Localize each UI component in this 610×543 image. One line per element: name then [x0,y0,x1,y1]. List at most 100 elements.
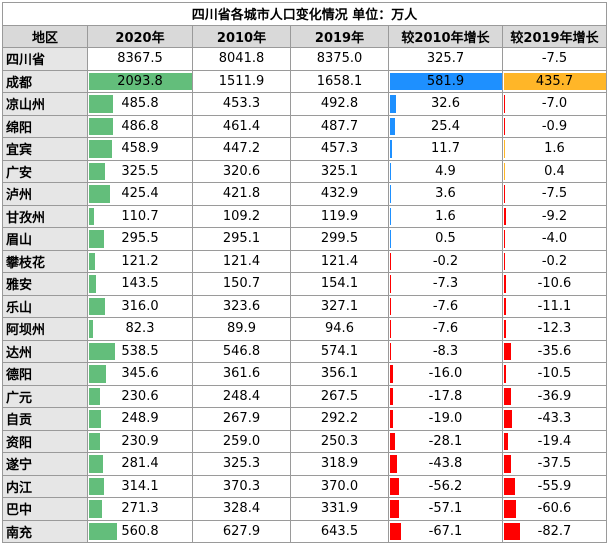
cell-2019[interactable]: 154.1 [290,272,389,296]
cell-growth-2010[interactable]: -8.3 [388,339,503,363]
cell-growth-2019[interactable]: -9.2 [502,204,607,228]
cell-2019[interactable]: 292.2 [290,407,389,431]
cell-2019[interactable]: 119.9 [290,204,389,228]
cell-2020[interactable]: 121.2 [87,249,193,273]
cell-2020[interactable]: 325.5 [87,159,193,183]
cell-2010[interactable]: 109.2 [192,204,291,228]
cell-region[interactable]: 雅安 [2,272,88,296]
cell-2010[interactable]: 323.6 [192,294,291,318]
cell-growth-2019[interactable]: -10.5 [502,362,607,386]
cell-2010[interactable]: 421.8 [192,182,291,206]
cell-growth-2019[interactable]: -60.6 [502,497,607,521]
cell-2020[interactable]: 314.1 [87,474,193,498]
cell-2019[interactable]: 267.5 [290,384,389,408]
cell-2010[interactable]: 325.3 [192,452,291,476]
cell-2019[interactable]: 121.4 [290,249,389,273]
cell-growth-2019[interactable]: 0.4 [502,159,607,183]
cell-2019[interactable]: 457.3 [290,137,389,161]
cell-2010[interactable]: 447.2 [192,137,291,161]
cell-2020[interactable]: 316.0 [87,294,193,318]
cell-growth-2019[interactable]: -11.1 [502,294,607,318]
cell-2020[interactable]: 2093.8 [87,69,193,93]
cell-region[interactable]: 眉山 [2,227,88,251]
cell-growth-2010[interactable]: -43.8 [388,452,503,476]
cell-2010[interactable]: 1511.9 [192,69,291,93]
cell-2010[interactable]: 370.3 [192,474,291,498]
cell-region[interactable]: 甘孜州 [2,204,88,228]
cell-growth-2010[interactable]: -7.3 [388,272,503,296]
cell-region[interactable]: 泸州 [2,182,88,206]
cell-2010[interactable]: 295.1 [192,227,291,251]
cell-growth-2010[interactable]: -16.0 [388,362,503,386]
cell-2020[interactable]: 458.9 [87,137,193,161]
cell-2020[interactable]: 281.4 [87,452,193,476]
cell-growth-2019[interactable]: 435.7 [502,69,607,93]
cell-2010[interactable]: 121.4 [192,249,291,273]
cell-2020[interactable]: 345.6 [87,362,193,386]
cell-growth-2010[interactable]: 25.4 [388,114,503,138]
cell-2010[interactable]: 461.4 [192,114,291,138]
cell-2020[interactable]: 230.6 [87,384,193,408]
cell-region[interactable]: 达州 [2,339,88,363]
cell-growth-2019[interactable]: -12.3 [502,317,607,341]
cell-2019[interactable]: 1658.1 [290,69,389,93]
cell-growth-2010[interactable]: 11.7 [388,137,503,161]
header-region[interactable]: 地区 [2,24,88,48]
cell-2020[interactable]: 295.5 [87,227,193,251]
cell-2019[interactable]: 331.9 [290,497,389,521]
cell-growth-2019[interactable]: -55.9 [502,474,607,498]
cell-region[interactable]: 自贡 [2,407,88,431]
cell-2010[interactable]: 259.0 [192,429,291,453]
cell-2010[interactable]: 546.8 [192,339,291,363]
cell-growth-2010[interactable]: 325.7 [388,47,503,71]
cell-region[interactable]: 绵阳 [2,114,88,138]
cell-growth-2019[interactable]: -0.2 [502,249,607,273]
header-2020[interactable]: 2020年 [87,24,193,48]
cell-growth-2010[interactable]: 0.5 [388,227,503,251]
cell-2020[interactable]: 110.7 [87,204,193,228]
cell-2019[interactable]: 327.1 [290,294,389,318]
cell-2010[interactable]: 89.9 [192,317,291,341]
cell-2010[interactable]: 453.3 [192,92,291,116]
header-growth-vs-2010[interactable]: 较2010年增长 [388,24,503,48]
cell-2020[interactable]: 8367.5 [87,47,193,71]
cell-growth-2019[interactable]: -35.6 [502,339,607,363]
cell-growth-2010[interactable]: -0.2 [388,249,503,273]
cell-growth-2010[interactable]: 581.9 [388,69,503,93]
cell-growth-2019[interactable]: -4.0 [502,227,607,251]
cell-growth-2010[interactable]: -56.2 [388,474,503,498]
cell-growth-2019[interactable]: -7.5 [502,182,607,206]
cell-2010[interactable]: 361.6 [192,362,291,386]
cell-growth-2010[interactable]: -7.6 [388,317,503,341]
cell-growth-2019[interactable]: -10.6 [502,272,607,296]
cell-region[interactable]: 广元 [2,384,88,408]
cell-2010[interactable]: 150.7 [192,272,291,296]
cell-region[interactable]: 广安 [2,159,88,183]
cell-region[interactable]: 凉山州 [2,92,88,116]
cell-2019[interactable]: 432.9 [290,182,389,206]
cell-growth-2019[interactable]: -7.5 [502,47,607,71]
cell-growth-2019[interactable]: -7.0 [502,92,607,116]
cell-growth-2019[interactable]: -0.9 [502,114,607,138]
table-title[interactable]: 四川省各城市人口变化情况 单位：万人 [2,2,607,26]
cell-2020[interactable]: 485.8 [87,92,193,116]
cell-2010[interactable]: 627.9 [192,519,291,543]
cell-region[interactable]: 巴中 [2,497,88,521]
cell-2020[interactable]: 271.3 [87,497,193,521]
cell-growth-2010[interactable]: -17.8 [388,384,503,408]
cell-2019[interactable]: 299.5 [290,227,389,251]
cell-2019[interactable]: 94.6 [290,317,389,341]
cell-2020[interactable]: 538.5 [87,339,193,363]
cell-region[interactable]: 攀枝花 [2,249,88,273]
header-2019[interactable]: 2019年 [290,24,389,48]
cell-2019[interactable]: 492.8 [290,92,389,116]
cell-2020[interactable]: 82.3 [87,317,193,341]
cell-region[interactable]: 内江 [2,474,88,498]
cell-growth-2019[interactable]: -82.7 [502,519,607,543]
cell-region[interactable]: 乐山 [2,294,88,318]
cell-growth-2019[interactable]: -37.5 [502,452,607,476]
cell-2019[interactable]: 356.1 [290,362,389,386]
cell-region[interactable]: 遂宁 [2,452,88,476]
cell-2010[interactable]: 320.6 [192,159,291,183]
cell-growth-2010[interactable]: 32.6 [388,92,503,116]
